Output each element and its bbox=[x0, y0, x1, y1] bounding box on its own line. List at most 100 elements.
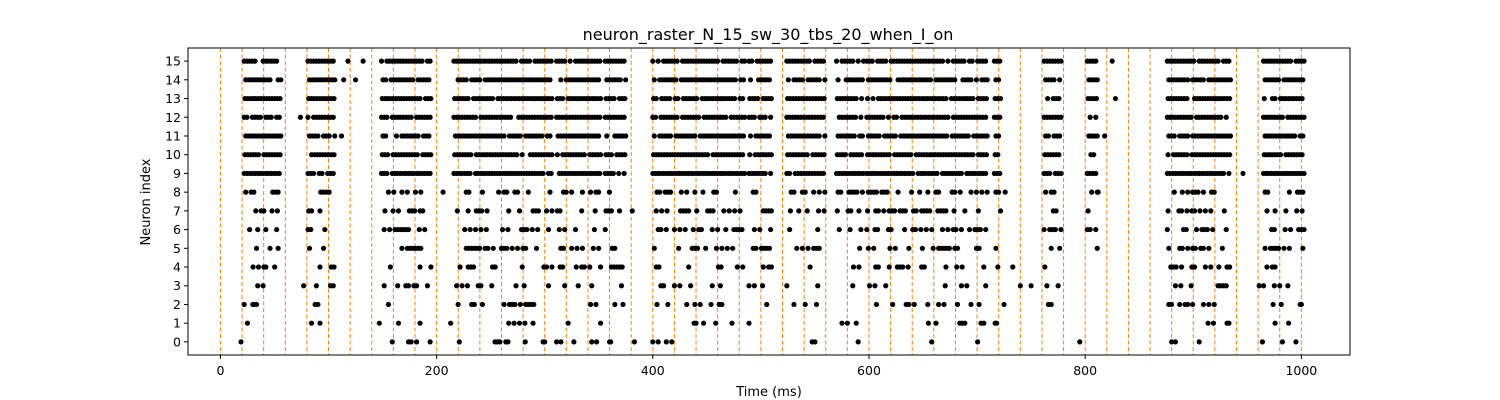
spike-point-114 bbox=[274, 58, 280, 64]
spike-point-698 bbox=[548, 58, 554, 64]
spike-point-1521 bbox=[954, 264, 960, 270]
spike-point-2220 bbox=[1215, 58, 1221, 64]
spike-point-1981 bbox=[1091, 152, 1097, 158]
spike-point-2225 bbox=[1293, 339, 1299, 345]
spike-point-2234 bbox=[1285, 283, 1291, 289]
spike-point-210 bbox=[395, 283, 401, 289]
spike-point-2095 bbox=[1223, 283, 1229, 289]
spike-point-384 bbox=[517, 301, 523, 308]
spike-point-19 bbox=[274, 208, 280, 214]
spike-point-404 bbox=[519, 264, 525, 270]
spike-point-1520 bbox=[943, 264, 949, 270]
spike-point-1060 bbox=[740, 152, 746, 158]
chart-title: neuron_raster_N_15_sw_30_tbs_20_when_I_o… bbox=[583, 25, 954, 45]
spike-point-945 bbox=[703, 245, 709, 251]
spike-point-72 bbox=[257, 114, 264, 120]
spike-point-889 bbox=[621, 114, 627, 120]
spike-point-1961 bbox=[1057, 77, 1063, 83]
spike-point-141 bbox=[319, 170, 325, 177]
spike-point-1159 bbox=[673, 77, 679, 83]
spike-point-2022 bbox=[1184, 208, 1190, 214]
spike-point-985 bbox=[667, 189, 674, 195]
spike-point-1974 bbox=[1089, 189, 1095, 195]
spike-point-1516 bbox=[900, 264, 906, 270]
spike-point-1832 bbox=[927, 77, 934, 83]
spike-point-2112 bbox=[1204, 226, 1210, 233]
spike-point-436 bbox=[535, 226, 541, 233]
spike-point-401 bbox=[470, 264, 477, 270]
spike-point-1756 bbox=[945, 114, 951, 120]
spike-point-1487 bbox=[929, 339, 935, 345]
spike-point-2044 bbox=[1171, 133, 1177, 139]
spike-point-1335 bbox=[804, 152, 810, 158]
spike-point-348 bbox=[426, 77, 432, 83]
spike-point-712 bbox=[581, 264, 587, 270]
spike-point-1925 bbox=[1053, 208, 1059, 214]
spike-point-913 bbox=[663, 339, 669, 345]
spike-point-204 bbox=[414, 339, 420, 345]
spike-point-1968 bbox=[1058, 58, 1064, 64]
spike-point-2248 bbox=[1282, 226, 1288, 233]
spike-point-559 bbox=[539, 133, 545, 139]
spike-point-1444 bbox=[859, 152, 865, 158]
spike-point-329 bbox=[417, 95, 423, 102]
spike-point-1116 bbox=[723, 114, 729, 120]
spike-point-2024 bbox=[1179, 189, 1185, 195]
spike-point-762 bbox=[581, 152, 587, 158]
spike-point-17 bbox=[261, 208, 267, 214]
spike-point-1956 bbox=[1056, 95, 1062, 102]
spike-point-403 bbox=[492, 264, 498, 270]
spike-point-951 bbox=[658, 226, 664, 233]
spike-point-972 bbox=[686, 208, 692, 214]
spike-point-1301 bbox=[787, 226, 793, 233]
spike-point-2406 bbox=[957, 320, 963, 326]
spike-point-2212 bbox=[1191, 58, 1197, 64]
spike-point-215 bbox=[424, 283, 431, 289]
spike-point-209 bbox=[381, 283, 387, 289]
spike-point-334 bbox=[383, 77, 389, 83]
spike-point-2396 bbox=[1112, 95, 1119, 102]
spike-point-157 bbox=[315, 133, 321, 139]
spike-point-2415 bbox=[1298, 301, 1304, 308]
spike-point-518 bbox=[514, 152, 520, 158]
spike-point-1128 bbox=[667, 95, 673, 102]
spike-point-1555 bbox=[958, 226, 965, 233]
spike-point-917 bbox=[729, 320, 735, 326]
spike-point-1506 bbox=[883, 283, 889, 289]
y-tick-label-7: 7 bbox=[173, 203, 181, 218]
spike-point-1296 bbox=[799, 245, 806, 251]
spike-point-1985 bbox=[1094, 133, 1100, 139]
spike-point-732 bbox=[569, 189, 575, 195]
spike-point-1286 bbox=[768, 58, 774, 64]
spike-point-912 bbox=[655, 339, 661, 345]
spike-point-1986 bbox=[1087, 114, 1093, 120]
spike-point-1806 bbox=[970, 95, 976, 102]
x-tick-label-2: 400 bbox=[641, 363, 665, 378]
spike-point-1061 bbox=[651, 133, 657, 139]
spike-point-1735 bbox=[880, 114, 886, 120]
spike-point-383 bbox=[512, 301, 518, 308]
spike-point-1995 bbox=[1094, 77, 1100, 83]
spike-point-2386 bbox=[593, 339, 600, 345]
spike-point-1527 bbox=[892, 245, 898, 251]
spike-point-992 bbox=[732, 189, 738, 195]
spike-point-442 bbox=[479, 208, 485, 214]
spike-point-2410 bbox=[746, 320, 752, 326]
spike-point-1234 bbox=[753, 189, 759, 195]
spike-point-2231 bbox=[1260, 283, 1267, 289]
spike-point-1488 bbox=[975, 339, 981, 345]
spike-point-226 bbox=[381, 226, 387, 233]
spike-point-421 bbox=[514, 245, 521, 251]
spike-point-375 bbox=[530, 320, 536, 326]
spike-point-930 bbox=[688, 283, 694, 289]
spike-point-2363 bbox=[1301, 58, 1307, 64]
spike-point-1906 bbox=[997, 95, 1004, 102]
spike-point-430 bbox=[499, 226, 506, 233]
spike-point-1213 bbox=[764, 301, 770, 308]
spike-point-1919 bbox=[1041, 226, 1047, 233]
spike-point-1928 bbox=[1051, 189, 1057, 195]
spike-point-1100 bbox=[674, 114, 680, 120]
spike-point-2014 bbox=[1179, 245, 1185, 251]
spike-point-18 bbox=[269, 208, 275, 214]
spike-point-1407 bbox=[850, 283, 856, 289]
